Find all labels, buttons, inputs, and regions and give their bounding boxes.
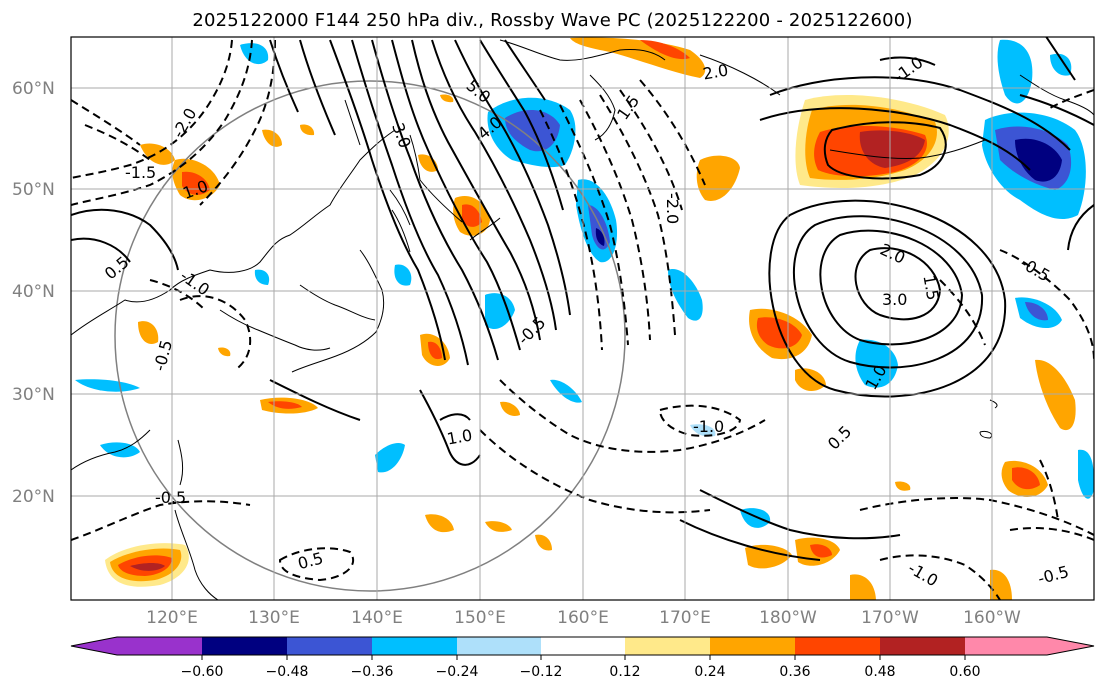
colorbar-label: −0.60 xyxy=(181,664,224,680)
colorbar-label: 0.24 xyxy=(694,664,725,680)
contour-label: -0.5 xyxy=(155,488,186,507)
lon-label: 150°E xyxy=(454,608,506,628)
contour-label: 2.0 xyxy=(701,60,729,83)
lon-label: 140°E xyxy=(351,608,403,628)
map-frame xyxy=(70,36,1095,601)
colorbar: −0.60 −0.48 −0.36 −0.24 −0.12 0.12 0.24 … xyxy=(70,636,1095,680)
colorbar-swatch xyxy=(625,637,710,655)
latitude-labels: 60°N 50°N 40°N 30°N 20°N xyxy=(12,79,55,507)
lat-label: 20°N xyxy=(12,487,55,507)
lon-label: 130°E xyxy=(248,608,300,628)
projection-circle xyxy=(114,80,626,592)
lat-label: 50°N xyxy=(12,180,55,200)
longitude-labels: 120°E 130°E 140°E 150°E 160°E 170°E 180°… xyxy=(146,608,1021,628)
lon-label: 170°W xyxy=(861,608,919,628)
lon-label: 170°E xyxy=(659,608,711,628)
colorbar-label: −0.12 xyxy=(520,664,563,680)
map-title: 2025122000 F144 250 hPa div., Rossby Wav… xyxy=(192,10,913,31)
contour-label: -1.5 xyxy=(125,163,156,182)
colorbar-swatch xyxy=(117,637,202,655)
contour-label: 3.0 xyxy=(882,290,907,309)
colorbar-label: −0.24 xyxy=(436,664,479,680)
colorbar-label: 0.48 xyxy=(864,664,895,680)
rossby-wave-negative-contours xyxy=(71,39,1094,600)
lon-label: 160°E xyxy=(557,608,609,628)
colorbar-swatch xyxy=(965,637,1047,655)
colorbar-swatch xyxy=(287,637,372,655)
colorbar-swatch xyxy=(541,637,625,655)
colorbar-swatch xyxy=(795,637,880,655)
colorbar-swatch xyxy=(710,637,795,655)
rossby-wave-contours xyxy=(71,37,1094,561)
colorbar-label: −0.48 xyxy=(266,664,309,680)
map-plot-area: 5.0 4.0 3.0 2.0 1.5 1.0 0.5 -0.5 -1.0 -1… xyxy=(71,37,1094,600)
colorbar-swatch xyxy=(202,637,287,655)
lat-label: 60°N xyxy=(12,79,55,99)
lon-label: 160°W xyxy=(963,608,1021,628)
colorbar-label: 0.60 xyxy=(949,664,980,680)
colorbar-swatch xyxy=(880,637,965,655)
colorbar-outline xyxy=(70,636,1095,656)
colorbar-label: −0.36 xyxy=(351,664,394,680)
contour-label: 1.0 xyxy=(445,425,473,448)
colorbar-under-triangle xyxy=(71,637,117,655)
contour-label: -1.0 xyxy=(693,417,724,436)
colorbar-swatch xyxy=(372,637,457,655)
colorbar-label: 0.36 xyxy=(779,664,810,680)
colorbar-swatch xyxy=(457,637,541,655)
colorbar-over-triangle xyxy=(1047,637,1094,655)
graticule xyxy=(71,37,1094,600)
lon-label: 120°E xyxy=(146,608,198,628)
lat-label: 40°N xyxy=(12,282,55,302)
colorbar-label: 0.12 xyxy=(609,664,640,680)
contour-label: 1.5 xyxy=(919,273,942,301)
contour-label: -2.0 xyxy=(663,193,682,224)
lon-label: 180°W xyxy=(759,608,817,628)
lat-label: 30°N xyxy=(12,385,55,405)
divergence-positive-shading xyxy=(105,37,1076,600)
